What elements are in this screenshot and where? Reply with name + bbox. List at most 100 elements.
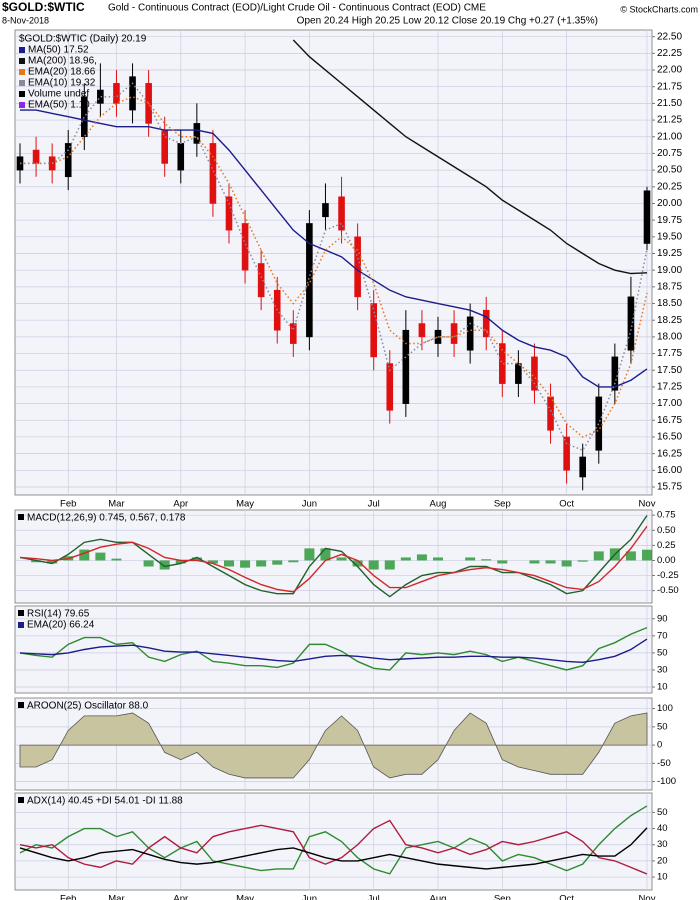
candle-body [402,329,410,404]
candle-body [370,303,377,358]
y-tick-label: 19.75 [657,215,682,226]
y-tick-label: -0.25 [657,570,679,581]
histogram-bar [191,557,202,561]
histogram-bar [497,560,508,564]
plot-area [15,510,652,603]
candle-body [241,223,249,271]
candle-body [450,323,458,344]
y-tick-label: 20.00 [657,198,682,209]
x-tick-label: Sep [494,894,511,900]
y-tick-label: 16.00 [657,465,682,476]
x-tick-label: Jul [368,894,380,900]
legend-swatch [19,58,25,64]
candle-body [579,456,586,478]
y-tick-label: -50 [657,758,671,769]
y-tick-label: 15.75 [657,482,682,493]
plot-area [15,698,652,790]
y-tick-label: 20 [657,855,668,866]
candle-body [531,356,538,391]
candle-body [322,203,329,218]
candle-body [177,143,185,171]
y-tick-label: 19.00 [657,265,682,276]
x-tick-label: Apr [173,499,188,510]
candle-body [611,356,619,391]
histogram-bar [79,549,90,561]
annotation: Volume undef [28,89,89,100]
symbol: $GOLD:$WTIC [2,0,85,14]
legend-entry: EMA(20) 18.66 [28,67,96,78]
histogram-bar [256,560,267,567]
histogram-bar [465,557,476,561]
histogram-bar [336,557,347,561]
y-tick-label: 90 [657,613,668,624]
y-tick-label: 0.00 [657,555,676,566]
x-tick-label: Oct [559,894,574,900]
histogram-bar [304,548,315,561]
series-line [19,805,648,875]
y-tick-label: 18.75 [657,281,682,292]
x-tick-label: Sep [494,499,511,510]
histogram-bar [240,560,251,568]
y-tick-label: 50 [657,721,668,732]
y-tick-label: 21.75 [657,81,682,92]
candle-body [306,223,313,338]
x-tick-label: Apr [173,894,188,900]
candle-body [418,323,426,338]
y-tick-label: 30 [657,839,668,850]
panel-title: ADX(14) 40.45 +DI 54.01 -DI 11.88 [27,796,183,807]
candle-body [515,363,522,384]
credit: © StockCharts.com [620,4,698,14]
y-tick-label: 16.25 [657,448,682,459]
legend-entry: EMA(20) 66.24 [27,620,95,631]
y-tick-label: 18.50 [657,298,682,309]
candle-body [113,83,120,104]
y-tick-label: 18.25 [657,315,682,326]
y-tick-label: 50 [657,647,668,658]
legend-swatch [18,702,24,708]
candle-body [563,436,570,471]
legend-swatch [19,91,25,97]
y-tick-label: 19.50 [657,231,682,242]
histogram-bar [400,557,411,561]
y-tick-label: 21.25 [657,115,682,126]
x-tick-label: Feb [60,499,76,510]
chart-title: Gold - Continuous Contract (EOD)/Light C… [108,3,486,14]
plot-area [15,30,652,495]
x-tick-label: Nov [639,499,656,510]
histogram-bar [47,560,58,564]
histogram-bar [207,560,218,564]
legend-swatch [19,80,25,86]
histogram-bar [95,552,106,561]
histogram-bar [31,560,42,563]
candle-body [64,143,72,178]
y-tick-label: -100 [657,776,676,787]
y-tick-label: 17.75 [657,348,682,359]
x-tick-label: Oct [559,499,574,510]
histogram-bar [481,559,492,561]
histogram-bar [111,558,122,561]
x-tick-label: Aug [430,499,447,510]
candle-body [482,309,490,338]
y-tick-label: 40 [657,823,668,834]
histogram-bar [545,560,556,564]
date-label: 8-Nov-2018 [2,15,49,25]
histogram-bar [159,560,170,570]
legend-swatch [19,102,25,108]
histogram-bar [320,548,331,561]
x-tick-label: Feb [60,894,76,900]
x-tick-label: Jun [302,499,317,510]
candle-body [161,129,168,164]
candle-body [338,196,345,231]
series-line [19,638,648,663]
candle-body [129,76,136,111]
series-line [19,626,648,671]
y-tick-label: 0 [657,740,662,751]
histogram-bar [416,554,427,561]
panel-title: AROON(25) Oscillator 88.0 [27,701,149,712]
y-tick-label: -0.50 [657,585,679,596]
y-tick-label: 16.75 [657,415,682,426]
series-line [19,827,648,870]
candle-body [193,123,201,144]
candle-body [290,323,297,344]
histogram-bar [384,560,395,570]
